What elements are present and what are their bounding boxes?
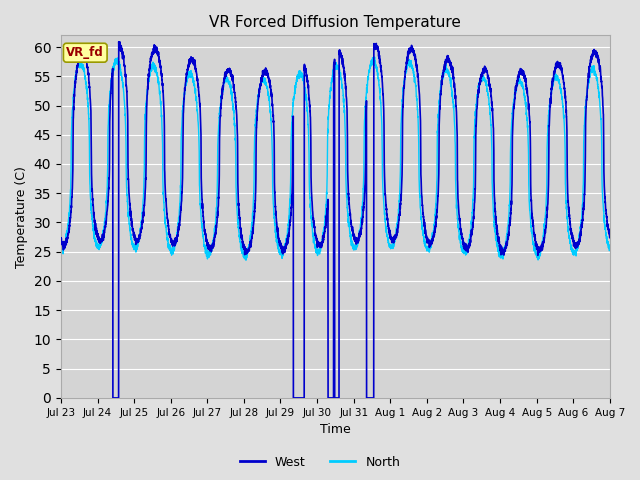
X-axis label: Time: Time xyxy=(320,423,351,436)
Legend: West, North: West, North xyxy=(235,451,405,474)
Line: West: West xyxy=(61,42,610,398)
North xyxy=(606,245,614,251)
North xyxy=(428,236,436,241)
North xyxy=(57,245,65,251)
West xyxy=(605,232,613,238)
North xyxy=(459,247,467,253)
West xyxy=(115,39,123,45)
West xyxy=(316,242,323,248)
North xyxy=(605,248,613,253)
Y-axis label: Temperature (C): Temperature (C) xyxy=(15,166,28,267)
West xyxy=(490,136,497,142)
North xyxy=(156,91,163,97)
West xyxy=(57,235,65,241)
North xyxy=(242,257,250,263)
North xyxy=(490,214,497,219)
West xyxy=(428,240,436,246)
Text: VR_fd: VR_fd xyxy=(67,46,104,59)
North xyxy=(315,250,323,255)
North xyxy=(371,54,378,60)
Line: North: North xyxy=(61,57,610,260)
West xyxy=(459,235,467,241)
West xyxy=(156,61,164,67)
West xyxy=(109,395,116,401)
Title: VR Forced Diffusion Temperature: VR Forced Diffusion Temperature xyxy=(209,15,461,30)
West xyxy=(606,233,614,239)
